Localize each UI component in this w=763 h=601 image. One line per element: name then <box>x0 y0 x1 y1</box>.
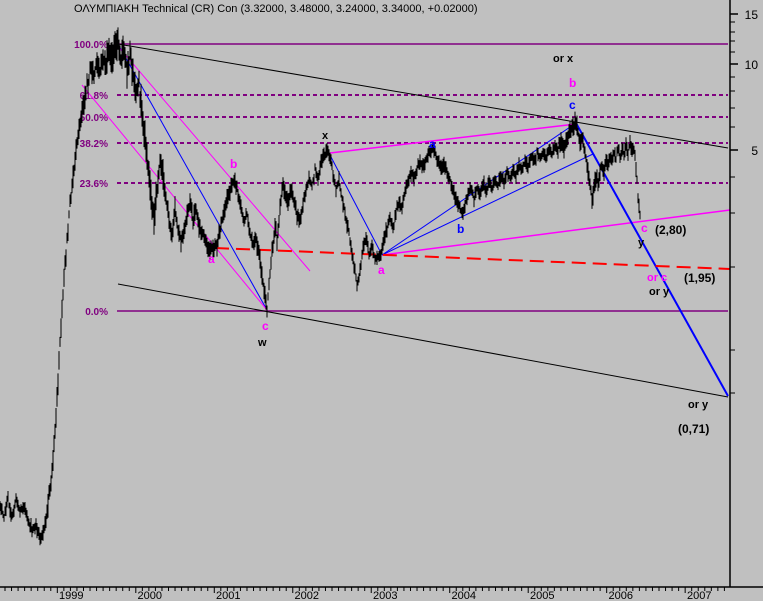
annotation-w-7[interactable]: w <box>257 337 267 349</box>
wedge-upper-magenta-trendline[interactable] <box>329 123 577 154</box>
annotation-1-95-15[interactable]: (1,95) <box>684 271 715 285</box>
x-axis-label-2002: 2002 <box>295 590 319 601</box>
chart-title: ΟΛΥΜΠΙΑΚΗ Technical (CR) Con (3.32000, 3… <box>74 3 478 15</box>
x-axis-label-2003: 2003 <box>373 590 397 601</box>
annotation-c-2[interactable]: c <box>569 98 576 112</box>
x-axis-label-2005: 2005 <box>530 590 554 601</box>
x-to-a-blue-trendline[interactable] <box>329 154 382 254</box>
fib-label-38-2: 38.2% <box>80 139 108 150</box>
annotation-c-6[interactable]: c <box>262 319 269 333</box>
support-red-dashed-line[interactable] <box>214 247 731 270</box>
x-axis-label-2001: 2001 <box>216 590 240 601</box>
annotation-b-10[interactable]: b <box>457 222 464 236</box>
annotation-a-8[interactable]: a <box>378 263 385 277</box>
annotation-a-5[interactable]: a <box>208 252 215 266</box>
y-axis-label-15: 15 <box>745 8 759 22</box>
lower-channel-trendline[interactable] <box>117 283 729 398</box>
decline-blue-trendline[interactable] <box>117 43 268 311</box>
annotation-0-71-18[interactable]: (0,71) <box>678 422 709 436</box>
annotation-or-y-16[interactable]: or y <box>649 286 670 298</box>
fib-label-23-6: 23.6% <box>80 179 108 190</box>
fib-label-50-0: 50.0% <box>80 113 108 124</box>
x-axis-label-1999: 1999 <box>59 590 83 601</box>
fib-label-0-0: 0.0% <box>85 307 108 318</box>
annotation-or-c-14[interactable]: or c <box>647 272 667 284</box>
annotation-b-4[interactable]: b <box>230 157 237 171</box>
y-axis-label-10: 10 <box>745 58 759 72</box>
annotation-b-1[interactable]: b <box>569 76 576 90</box>
annotation-x-3[interactable]: x <box>322 130 329 142</box>
fib-label-100-0: 100.0% <box>74 40 108 51</box>
x-axis-label-2006: 2006 <box>609 590 633 601</box>
projection-blue-trendline[interactable] <box>575 122 729 397</box>
x-axis-label-2000: 2000 <box>138 590 162 601</box>
x-axis-label-2004: 2004 <box>452 590 476 601</box>
annotation-c-11[interactable]: c <box>641 221 648 235</box>
annotation-or-y-17[interactable]: or y <box>688 399 709 411</box>
annotation-or-x-0[interactable]: or x <box>553 53 574 65</box>
fib-label-61-8: 61.8% <box>80 91 108 102</box>
wedge-mid-blue-trendline[interactable] <box>381 153 594 256</box>
annotation-2-80-12[interactable]: (2,80) <box>655 223 686 237</box>
upper-channel-trendline[interactable] <box>117 43 729 149</box>
price-series <box>0 27 641 546</box>
x-axis-label-2007: 2007 <box>687 590 711 601</box>
wedge-lower-magenta-trendline[interactable] <box>381 209 731 256</box>
y-axis-label-5: 5 <box>751 144 758 158</box>
annotation-a-9[interactable]: a <box>429 137 436 151</box>
annotation-y-13[interactable]: y <box>638 237 645 249</box>
